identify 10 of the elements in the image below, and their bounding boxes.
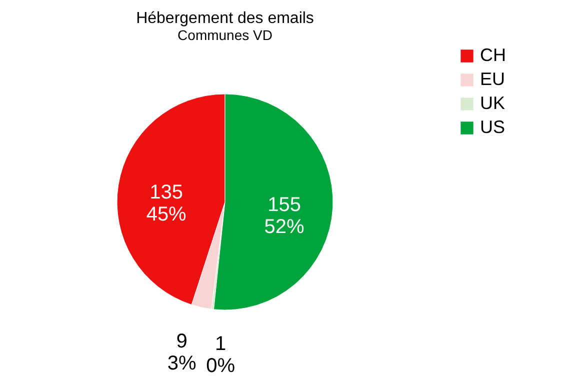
chart-title: Hébergement des emails [136,10,314,27]
legend-label: CH [480,45,506,65]
data-label: 135 45% [146,182,187,226]
legend-label: UK [480,93,506,113]
data-label: 9 3% [167,330,196,375]
data-label: 155 52% [264,194,305,238]
chart-subtitle: Communes VD [178,27,272,43]
legend-label: US [480,117,506,137]
legend-label: EU [480,69,506,89]
data-label: 1 0% [206,333,236,378]
